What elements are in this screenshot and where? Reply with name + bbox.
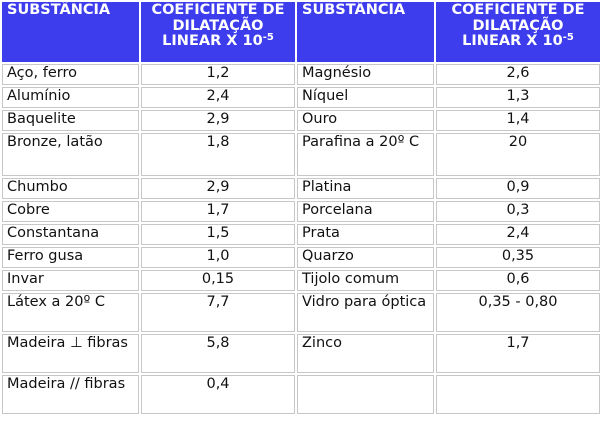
substance-name: Magnésio <box>297 64 434 85</box>
table-row: Madeira ⊥ fibras 5,8 Zinco 1,7 <box>2 334 600 373</box>
coefficient-value: 2,9 <box>141 178 295 199</box>
substance-name <box>297 375 434 414</box>
substance-name: Porcelana <box>297 201 434 222</box>
table-row: Bronze, latão 1,8 Parafina a 20º C 20 <box>2 133 600 176</box>
substance-name: Madeira ⊥ fibras <box>2 334 139 373</box>
coefficient-value: 0,6 <box>436 270 600 291</box>
coefficient-value: 2,4 <box>436 224 600 245</box>
header-coef-exponent: -5 <box>262 32 274 43</box>
table-row: Baquelite 2,9 Ouro 1,4 <box>2 110 600 131</box>
table-container: SUBSTÂNCIA COEFICIENTE DE DILATAÇÃO LINE… <box>0 0 602 416</box>
substance-name: Invar <box>2 270 139 291</box>
header-substance-left: SUBSTÂNCIA <box>2 2 139 62</box>
substance-name: Madeira // fibras <box>2 375 139 414</box>
table-row: Invar 0,15 Tijolo comum 0,6 <box>2 270 600 291</box>
substance-name: Níquel <box>297 87 434 108</box>
coefficient-value: 0,15 <box>141 270 295 291</box>
coefficient-value: 1,3 <box>436 87 600 108</box>
table-row: Madeira // fibras 0,4 <box>2 375 600 414</box>
table-row: Látex a 20º C 7,7 Vidro para óptica 0,35… <box>2 293 600 332</box>
coefficient-value: 2,9 <box>141 110 295 131</box>
coefficient-value: 1,2 <box>141 64 295 85</box>
substance-name: Parafina a 20º C <box>297 133 434 176</box>
substance-name: Baquelite <box>2 110 139 131</box>
coefficient-value: 2,6 <box>436 64 600 85</box>
substance-name: Tijolo comum <box>297 270 434 291</box>
coefficient-value: 1,7 <box>141 201 295 222</box>
header-coef-exponent: -5 <box>562 32 574 43</box>
substance-name: Platina <box>297 178 434 199</box>
coefficient-value <box>436 375 600 414</box>
header-coef-line3: LINEAR X 10 <box>462 33 563 49</box>
coefficient-value: 2,4 <box>141 87 295 108</box>
header-coefficient-right: COEFICIENTE DE DILATAÇÃO LINEAR X 10-5 <box>436 2 600 62</box>
coefficient-table: SUBSTÂNCIA COEFICIENTE DE DILATAÇÃO LINE… <box>0 0 602 416</box>
coefficient-value: 1,7 <box>436 334 600 373</box>
substance-name: Ouro <box>297 110 434 131</box>
substance-name: Bronze, latão <box>2 133 139 176</box>
table-row: Aço, ferro 1,2 Magnésio 2,6 <box>2 64 600 85</box>
substance-name: Vidro para óptica <box>297 293 434 332</box>
table-row: Constantana 1,5 Prata 2,4 <box>2 224 600 245</box>
substance-name: Prata <box>297 224 434 245</box>
table-row: Alumínio 2,4 Níquel 1,3 <box>2 87 600 108</box>
coefficient-value: 5,8 <box>141 334 295 373</box>
coefficient-value: 0,4 <box>141 375 295 414</box>
coefficient-value: 0,9 <box>436 178 600 199</box>
coefficient-value: 0,3 <box>436 201 600 222</box>
coefficient-value: 0,35 <box>436 247 600 268</box>
substance-name: Constantana <box>2 224 139 245</box>
substance-name: Ferro gusa <box>2 247 139 268</box>
table-row: Ferro gusa 1,0 Quarzo 0,35 <box>2 247 600 268</box>
substance-name: Quarzo <box>297 247 434 268</box>
substance-name: Látex a 20º C <box>2 293 139 332</box>
table-row: Cobre 1,7 Porcelana 0,3 <box>2 201 600 222</box>
coefficient-value: 1,8 <box>141 133 295 176</box>
header-coef-line2: DILATAÇÃO <box>472 17 564 34</box>
header-coef-line1: COEFICIENTE DE <box>151 2 285 18</box>
header-coef-line1: COEFICIENTE DE <box>451 2 585 18</box>
header-coef-line3: LINEAR X 10 <box>162 33 263 49</box>
substance-name: Zinco <box>297 334 434 373</box>
coefficient-value: 1,0 <box>141 247 295 268</box>
coefficient-value: 20 <box>436 133 600 176</box>
header-row: SUBSTÂNCIA COEFICIENTE DE DILATAÇÃO LINE… <box>2 2 600 62</box>
header-coef-line2: DILATAÇÃO <box>172 17 264 34</box>
substance-name: Cobre <box>2 201 139 222</box>
substance-name: Alumínio <box>2 87 139 108</box>
coefficient-value: 1,5 <box>141 224 295 245</box>
table-row: Chumbo 2,9 Platina 0,9 <box>2 178 600 199</box>
coefficient-value: 0,35 - 0,80 <box>436 293 600 332</box>
coefficient-value: 7,7 <box>141 293 295 332</box>
substance-name: Aço, ferro <box>2 64 139 85</box>
coefficient-value: 1,4 <box>436 110 600 131</box>
header-substance-right: SUBSTÂNCIA <box>297 2 434 62</box>
header-coefficient-left: COEFICIENTE DE DILATAÇÃO LINEAR X 10-5 <box>141 2 295 62</box>
substance-name: Chumbo <box>2 178 139 199</box>
